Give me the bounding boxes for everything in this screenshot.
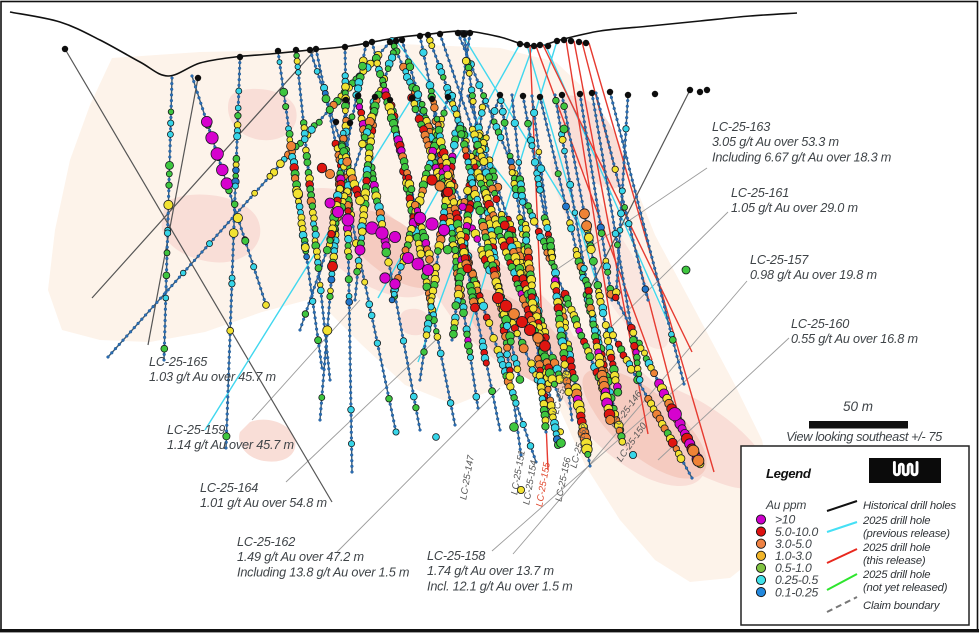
svg-text:Incl. 12.1 g/t Au over 1.5 m: Incl. 12.1 g/t Au over 1.5 m [427, 579, 573, 593]
svg-text:5.0-10.0: 5.0-10.0 [775, 525, 819, 539]
svg-text:0.98 g/t Au over 19.8 m: 0.98 g/t Au over 19.8 m [750, 268, 877, 282]
svg-text:1.14 g/t Au over 45.7 m: 1.14 g/t Au over 45.7 m [167, 438, 294, 452]
svg-text:0.55 g/t Au over 16.8 m: 0.55 g/t Au over 16.8 m [791, 332, 918, 346]
svg-text:Historical drill holes: Historical drill holes [863, 500, 956, 512]
svg-text:3.05 g/t Au over 53.3 m: 3.05 g/t Au over 53.3 m [712, 135, 839, 149]
svg-text:Au ppm: Au ppm [765, 498, 806, 512]
svg-text:LC-25-157: LC-25-157 [750, 253, 809, 267]
svg-text:0.25-0.5: 0.25-0.5 [775, 573, 819, 587]
svg-text:1.74 g/t Au over 13.7 m: 1.74 g/t Au over 13.7 m [427, 564, 554, 578]
svg-text:LC-25-162: LC-25-162 [237, 535, 295, 549]
svg-text:Including 13.8 g/t Au over 1.5: Including 13.8 g/t Au over 1.5 m [237, 565, 409, 579]
svg-text:50 m: 50 m [843, 399, 873, 414]
svg-text:Legend: Legend [766, 466, 812, 481]
svg-text:3.0-5.0: 3.0-5.0 [775, 537, 812, 551]
svg-text:0.5-1.0: 0.5-1.0 [775, 561, 812, 575]
svg-text:LC-25-159: LC-25-159 [167, 423, 225, 437]
svg-text:LC-25-161: LC-25-161 [731, 186, 789, 200]
svg-text:LC-25-164: LC-25-164 [200, 481, 258, 495]
svg-text:(this release): (this release) [863, 555, 926, 567]
svg-text:Including 6.67 g/t Au over 18.: Including 6.67 g/t Au over 18.3 m [712, 150, 891, 164]
svg-text:(previous release): (previous release) [863, 528, 950, 540]
svg-text:View looking southeast +/- 75: View looking southeast +/- 75 [786, 429, 943, 444]
svg-text:1.01 g/t Au over 54.8 m: 1.01 g/t Au over 54.8 m [200, 496, 327, 510]
svg-text:0.1-0.25: 0.1-0.25 [775, 585, 819, 599]
svg-text:1.03 g/t Au over 45.7 m: 1.03 g/t Au over 45.7 m [149, 370, 276, 384]
svg-text:LC-25-160: LC-25-160 [791, 317, 849, 331]
svg-text:LC-25-163: LC-25-163 [712, 120, 770, 134]
svg-text:LC-25-158: LC-25-158 [427, 549, 485, 563]
svg-text:2025 drill hole: 2025 drill hole [862, 542, 930, 554]
svg-text:1.05 g/t Au over 29.0 m: 1.05 g/t Au over 29.0 m [731, 201, 858, 215]
svg-text:Claim boundary: Claim boundary [863, 600, 941, 612]
svg-text:(not yet released): (not yet released) [863, 582, 948, 594]
svg-text:LC-25-165: LC-25-165 [149, 355, 208, 369]
svg-text:1.49 g/t Au over 47.2 m: 1.49 g/t Au over 47.2 m [237, 550, 364, 564]
svg-text:1.0-3.0: 1.0-3.0 [775, 549, 812, 563]
svg-text:>10: >10 [775, 513, 795, 527]
svg-text:2025 drill hole: 2025 drill hole [862, 569, 930, 581]
svg-text:2025 drill hole: 2025 drill hole [862, 515, 930, 527]
